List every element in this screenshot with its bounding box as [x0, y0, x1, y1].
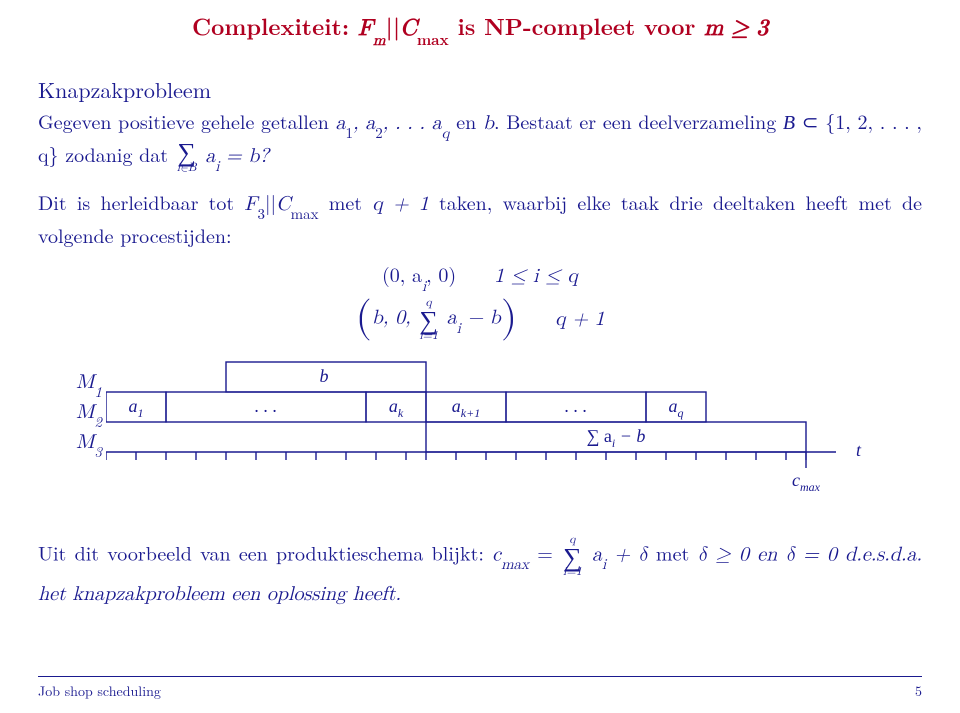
svg-text:aq: aq: [669, 396, 684, 420]
section-heading: Knapzakprobleem: [38, 75, 922, 105]
page-title: Complexiteit: Fm||Cmax is NP-compleet vo…: [38, 10, 922, 47]
svg-text:ak+1: ak+1: [452, 396, 480, 420]
svg-text:t: t: [856, 440, 862, 460]
svg-text:. . .: . . .: [565, 396, 588, 416]
paragraph-1: Gegeven positieve gehele getallen a1, a2…: [38, 107, 922, 175]
svg-text:. . .: . . .: [255, 396, 278, 416]
svg-text:b: b: [320, 366, 329, 386]
equation-block: (0, ai, 0) 1 ≤ i ≤ q ( b, 0, q∑i=1 ai − …: [38, 260, 922, 342]
svg-text:∑ ai − b: ∑ ai − b: [587, 426, 646, 450]
gantt-svg: b a1 . . . ak ak+1 . . . aq ∑ ai − b t c…: [106, 360, 890, 520]
gantt-diagram: M1 M2 M3: [70, 360, 890, 520]
page-footer: Job shop scheduling 5: [38, 676, 922, 701]
paragraph-2: Dit is herleidbaar tot F3||Cmax met q + …: [38, 188, 922, 247]
svg-text:ak: ak: [389, 396, 404, 420]
paragraph-3: Uit dit voorbeeld van een produktieschem…: [38, 534, 922, 609]
footer-left: Job shop scheduling: [38, 681, 161, 701]
svg-text:a1: a1: [129, 396, 144, 420]
svg-text:cmax: cmax: [792, 470, 821, 494]
footer-page-number: 5: [915, 681, 922, 701]
